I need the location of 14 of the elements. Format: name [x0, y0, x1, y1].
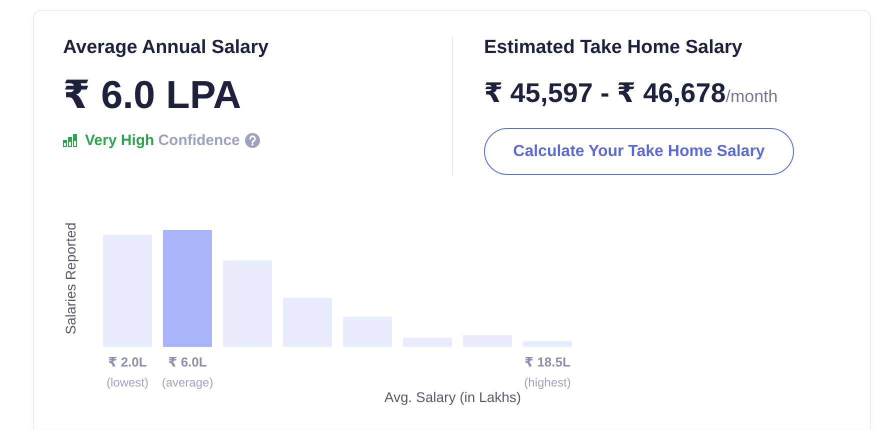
x-axis-title: Avg. Salary (in Lakhs): [384, 388, 522, 405]
x-tick-label: ₹ 18.5L (highest): [524, 354, 571, 390]
text: /month: [726, 87, 778, 106]
y-axis-title: Salaries Reported: [62, 222, 78, 335]
text: Very High: [85, 132, 154, 149]
text: Confidence: [158, 132, 240, 149]
text: ₹ 6.0 LPA: [63, 74, 242, 117]
text: Average Annual Salary: [63, 37, 269, 58]
x-tick-label: ₹ 2.0L (lowest): [106, 354, 149, 390]
calculate-button[interactable]: Calculate Your Take Home Salary: [484, 128, 794, 175]
x-tick-label: ₹ 6.0L (average): [162, 354, 214, 390]
bar: [162, 230, 212, 347]
text: ₹ 45,597 - ₹ 46,678: [484, 78, 726, 108]
text: Estimated Take Home Salary: [484, 37, 742, 58]
